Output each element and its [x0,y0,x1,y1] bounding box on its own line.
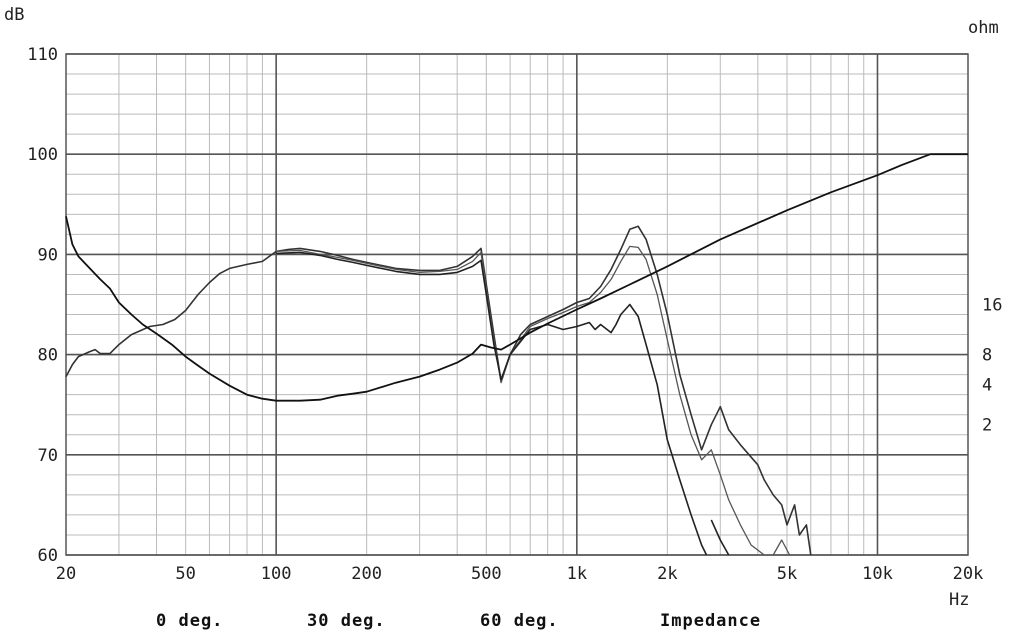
y-tick-label: 80 [38,346,58,366]
series-line-impedance [65,153,968,402]
y2-tick-label: 4 [982,376,992,396]
series-layer [65,153,968,556]
y-tick-label: 60 [38,546,58,566]
series-line-60-deg-segment [710,519,730,556]
legend-impedance: Impedance [660,611,761,631]
y-tick-label: 110 [27,45,58,65]
x-axis-unit: Hz [949,590,969,610]
y2-axis-tick-labels: 2 4 8 16 [982,296,1002,436]
series-line-30-deg-segment [772,539,791,556]
plot-frame [65,53,969,556]
x-tick-label: 500 [471,564,502,584]
x-tick-label: 100 [261,564,292,584]
x-tick-label: 2k [657,564,677,584]
legend-0deg: 0 deg. [156,611,223,631]
y-axis-unit: dB [4,5,24,25]
y2-tick-label: 16 [982,296,1002,316]
y2-axis-unit: ohm [968,18,999,38]
y-axis-tick-labels: 60 70 80 90 100 110 [27,45,58,566]
x-tick-label: 10k [862,564,893,584]
x-tick-label: 50 [175,564,195,584]
x-tick-label: 20k [953,564,984,584]
y-tick-label: 70 [38,446,58,466]
x-tick-label: 200 [351,564,382,584]
series-line-30-deg [276,245,765,556]
x-tick-label: 1k [567,564,587,584]
legend-30deg: 30 deg. [307,611,386,631]
y-tick-label: 90 [38,245,58,265]
series-line-0-deg [65,225,812,556]
y-tick-label: 100 [27,145,58,165]
x-axis-tick-labels: 20 50 100 200 500 1k 2k 5k 10k 20k [56,564,984,584]
y2-tick-label: 2 [982,416,992,436]
x-tick-label: 20 [56,564,76,584]
legend-60deg: 60 deg. [480,611,559,631]
y2-tick-label: 8 [982,346,992,366]
x-tick-label: 5k [777,564,797,584]
